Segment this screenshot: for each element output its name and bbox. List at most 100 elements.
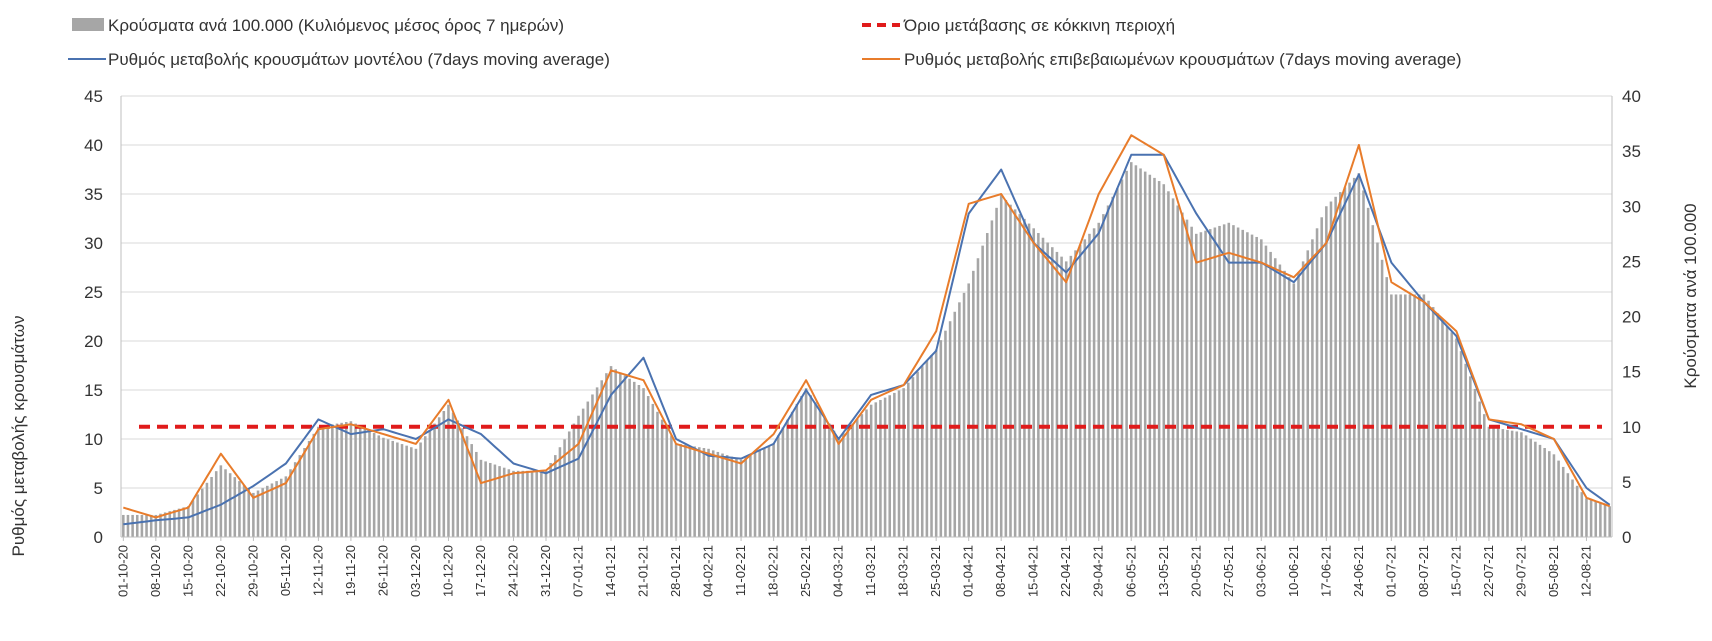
- bar: [1055, 251, 1059, 538]
- bar: [1575, 485, 1579, 537]
- bar: [1064, 261, 1068, 537]
- bar: [679, 444, 682, 537]
- bar: [1571, 479, 1574, 537]
- bar: [1464, 363, 1467, 537]
- bar: [1181, 212, 1184, 538]
- bar: [976, 258, 980, 537]
- bar: [860, 414, 864, 537]
- bar: [303, 448, 306, 537]
- bar: [377, 435, 381, 537]
- bar: [1004, 199, 1008, 537]
- bar: [219, 465, 223, 537]
- bar: [256, 490, 260, 537]
- bar: [865, 409, 868, 537]
- x-tick-label: 14-01-21: [603, 545, 618, 597]
- x-tick-label: 17-06-21: [1318, 545, 1333, 597]
- x-tick-label: 01-04-21: [961, 545, 976, 597]
- bar: [1185, 219, 1189, 537]
- bar: [1404, 294, 1407, 537]
- bar: [749, 455, 752, 537]
- bar: [999, 195, 1003, 537]
- bar: [818, 409, 822, 537]
- x-tick-label: 25-02-21: [798, 545, 813, 597]
- bar: [1060, 256, 1063, 537]
- x-tick-label: 10-12-20: [441, 545, 456, 597]
- bar: [470, 444, 473, 537]
- bar: [1362, 190, 1365, 537]
- bar: [437, 417, 441, 537]
- bar: [1413, 294, 1416, 537]
- bar: [554, 455, 557, 537]
- bar: [317, 426, 320, 537]
- bar: [1501, 429, 1505, 537]
- x-tick-label: 15-07-21: [1448, 545, 1463, 597]
- bar: [1417, 294, 1421, 537]
- x-tick-label: 22-04-21: [1058, 545, 1073, 597]
- bar: [526, 470, 529, 537]
- bar: [1143, 171, 1147, 537]
- bar: [990, 220, 994, 538]
- legend: Κρούσματα ανά 100.000 (Κυλιόμενος μέσος …: [68, 16, 1462, 69]
- bar: [716, 451, 720, 537]
- bar: [721, 453, 724, 537]
- bar: [809, 395, 813, 537]
- bar: [1250, 234, 1254, 537]
- bar: [614, 369, 617, 537]
- bar: [1125, 170, 1128, 537]
- bar: [159, 513, 162, 537]
- bar: [354, 423, 357, 537]
- bar: [321, 425, 325, 537]
- x-tick-label: 15-04-21: [1026, 545, 1041, 597]
- bar: [1524, 435, 1528, 537]
- bar: [516, 470, 520, 537]
- y-tick-right-label: 15: [1622, 363, 1641, 382]
- bar: [1580, 492, 1584, 537]
- bar: [1018, 214, 1022, 537]
- bar: [1208, 229, 1212, 537]
- bar: [725, 455, 729, 537]
- bar: [758, 450, 761, 537]
- bar: [674, 443, 678, 537]
- bar: [1390, 294, 1393, 537]
- bar: [605, 373, 608, 537]
- y-ticks-left: 0 5 10 15 20 25 30 35 40 45: [84, 87, 103, 547]
- bar: [210, 476, 213, 537]
- bar: [1306, 250, 1310, 537]
- x-tick-label: 21-01-21: [636, 545, 651, 597]
- bar: [498, 466, 501, 537]
- bar: [149, 514, 153, 537]
- bar: [289, 469, 292, 537]
- bar: [911, 377, 915, 537]
- bar: [730, 456, 734, 537]
- bar: [930, 355, 933, 537]
- bar: [340, 422, 343, 537]
- bar: [140, 514, 144, 537]
- bar: [893, 392, 896, 537]
- bar: [1594, 501, 1598, 537]
- y-tick-left-label: 5: [94, 479, 103, 498]
- bar: [776, 435, 780, 537]
- bar: [1557, 460, 1560, 537]
- bar: [465, 436, 469, 537]
- bar: [1292, 283, 1296, 537]
- bar: [632, 381, 636, 537]
- bar: [595, 387, 599, 537]
- y-tick-left-label: 40: [84, 136, 103, 155]
- legend-label-bars: Κρούσματα ανά 100.000 (Κυλιόμενος μέσος …: [108, 16, 564, 35]
- bar: [1552, 454, 1556, 537]
- bar: [1459, 351, 1463, 537]
- y-tick-right-label: 35: [1622, 142, 1641, 161]
- x-tick-label: 04-02-21: [701, 545, 716, 597]
- bar: [1394, 294, 1398, 537]
- bar: [131, 514, 134, 537]
- bar: [173, 509, 176, 537]
- bar: [1422, 294, 1426, 537]
- bar: [312, 433, 316, 537]
- bar: [242, 485, 246, 537]
- bar: [1074, 250, 1077, 537]
- bar: [744, 457, 748, 537]
- bar: [1506, 429, 1509, 537]
- bar: [786, 419, 789, 537]
- bar: [493, 464, 497, 537]
- bar: [1032, 228, 1035, 538]
